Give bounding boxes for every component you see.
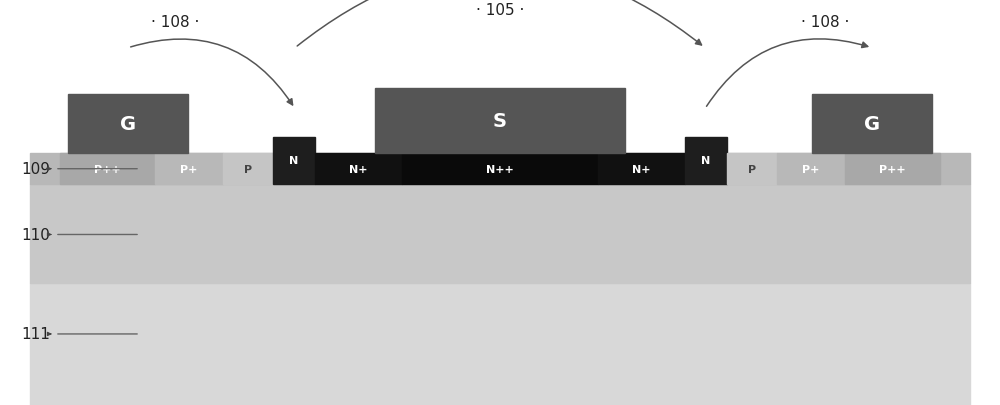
Text: N+: N+ — [632, 164, 651, 174]
Text: P+: P+ — [180, 164, 198, 174]
Bar — [273, 138, 315, 184]
Text: · 105 ·: · 105 · — [476, 3, 524, 17]
Text: G: G — [120, 115, 136, 134]
Bar — [30, 154, 970, 184]
Bar — [727, 154, 777, 184]
Text: N++: N++ — [486, 164, 514, 174]
Text: 109: 109 — [21, 162, 50, 177]
Bar — [402, 154, 598, 184]
Bar — [812, 95, 932, 154]
Text: · 108 ·: · 108 · — [801, 15, 849, 30]
Text: P: P — [244, 164, 252, 174]
Text: N+: N+ — [349, 164, 368, 174]
Text: G: G — [864, 115, 880, 134]
Bar — [68, 95, 188, 154]
Bar — [30, 284, 970, 405]
Bar — [598, 154, 685, 184]
Text: 111: 111 — [21, 327, 50, 341]
Bar — [30, 184, 970, 284]
Bar — [155, 154, 223, 184]
Bar — [60, 154, 155, 184]
Text: S: S — [493, 112, 507, 131]
Bar — [845, 154, 940, 184]
Bar — [223, 154, 273, 184]
Text: P: P — [748, 164, 756, 174]
Text: N: N — [701, 156, 711, 166]
Text: · 108 ·: · 108 · — [151, 15, 199, 30]
Bar — [777, 154, 845, 184]
Text: P++: P++ — [879, 164, 906, 174]
Bar — [315, 154, 402, 184]
Text: P+: P+ — [802, 164, 820, 174]
Text: N: N — [289, 156, 299, 166]
Bar — [375, 89, 625, 154]
Text: P++: P++ — [94, 164, 121, 174]
Bar — [685, 138, 727, 184]
Text: 110: 110 — [21, 228, 50, 242]
